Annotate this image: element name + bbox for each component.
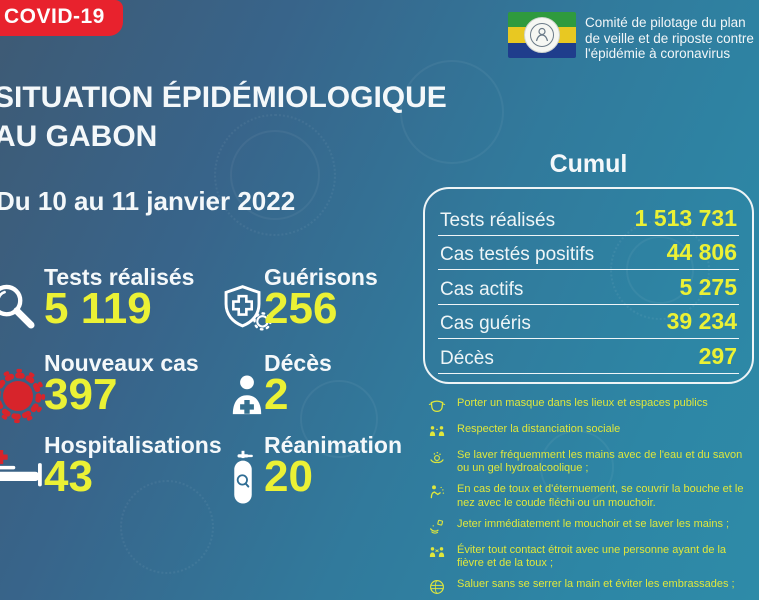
cumulative-panel: Tests réalisés 1 513 731 Cas testés posi… [423, 187, 754, 384]
page-title: SITUATION ÉPIDÉMIOLOGIQUE AU GABON [0, 81, 447, 153]
cumul-value: 44 806 [666, 239, 737, 265]
gabon-emblem [524, 17, 560, 53]
cumul-label: Décès [440, 347, 494, 369]
cumul-label: Cas testés positifs [440, 244, 595, 265]
covid19-badge: COVID-19 [0, 0, 123, 36]
guideline-text: En cas de toux et d'éternuement, se couv… [457, 483, 744, 509]
stat-value-new-cases: 397 [44, 370, 118, 419]
gabon-flag [508, 12, 576, 58]
committee-name: Comité de pilotage du plan de veille et … [585, 15, 754, 62]
list-item: Saluer sans se serrer la main et éviter … [428, 578, 744, 596]
social-distancing-icon [429, 426, 445, 436]
stat-label-deaths: Décès [264, 350, 332, 376]
search-icon [0, 284, 35, 329]
guideline-text: Respecter la distanciation sociale [457, 423, 621, 435]
report-period: Du 10 au 11 janvier 2022 [0, 186, 296, 216]
stat-label-recoveries: Guérisons [264, 264, 378, 290]
stat-value-recoveries: 256 [264, 284, 338, 333]
cumul-row-active: Cas actifs 5 275 [438, 270, 739, 305]
no-handshake-icon [430, 580, 444, 595]
health-guidelines-list: Porter un masque dans les lieux et espac… [428, 397, 744, 600]
committee-logo-block: Comité de pilotage du plan de veille et … [508, 12, 759, 62]
cumul-value: 297 [698, 342, 737, 369]
cumul-label: Tests réalisés [440, 209, 556, 231]
stat-value-reanimation: 20 [264, 452, 313, 501]
cumul-row-positives: Cas testés positifs 44 806 [438, 236, 739, 270]
list-item: Éviter tout contact étroit avec une pers… [428, 544, 744, 570]
cumul-value: 1 513 731 [634, 204, 737, 231]
cumul-value: 5 275 [679, 273, 737, 300]
guideline-text: Porter un masque dans les lieux et espac… [457, 397, 708, 409]
person-cross-icon [232, 375, 262, 415]
stat-value-hospitalisations: 43 [44, 452, 93, 501]
stat-label-new-cases: Nouveaux cas [44, 350, 199, 376]
list-item: Se laver fréquemment les mains avec de l… [428, 449, 744, 475]
cough-elbow-icon [430, 485, 445, 499]
stat-label-tests: Tests réalisés [44, 264, 195, 290]
wash-hands-icon [430, 451, 444, 464]
cumul-row-recovered: Cas guéris 39 234 [438, 305, 739, 339]
oxygen-tank-icon [234, 450, 253, 504]
list-item: Porter un masque dans les lieux et espac… [428, 397, 744, 415]
stat-value-tests: 5 119 [44, 284, 152, 333]
guideline-text: Saluer sans se serrer la main et éviter … [457, 578, 735, 591]
cumul-label: Cas guéris [440, 313, 531, 334]
stat-label-hospitalisations: Hospitalisations [44, 432, 222, 458]
list-item: Jeter immédiatement le mouchoir et se la… [428, 518, 744, 536]
hospital-bed-icon [0, 450, 42, 487]
cumul-row-deaths: Décès 297 [438, 339, 739, 374]
guideline-text: Se laver fréquemment les mains avec de l… [457, 449, 743, 475]
list-item: En cas de toux et d'éternuement, se couv… [428, 483, 744, 509]
avoid-contact-icon [429, 546, 445, 557]
cumul-label: Cas actifs [440, 278, 524, 300]
mask-icon [428, 400, 446, 413]
virus-icon [0, 368, 46, 424]
cumul-row-tests: Tests réalisés 1 513 731 [438, 201, 739, 236]
cumulative-title: Cumul [549, 150, 628, 178]
cumul-value: 39 234 [666, 308, 737, 334]
shield-cross-icon [224, 285, 272, 331]
stat-value-deaths: 2 [264, 370, 289, 419]
guideline-text: Éviter tout contact étroit avec une pers… [457, 543, 727, 569]
guideline-text: Jeter immédiatement le mouchoir et se la… [457, 517, 730, 530]
throw-tissue-icon [429, 519, 444, 534]
stat-label-reanimation: Réanimation [264, 432, 403, 458]
list-item: Respecter la distanciation sociale [428, 423, 744, 441]
